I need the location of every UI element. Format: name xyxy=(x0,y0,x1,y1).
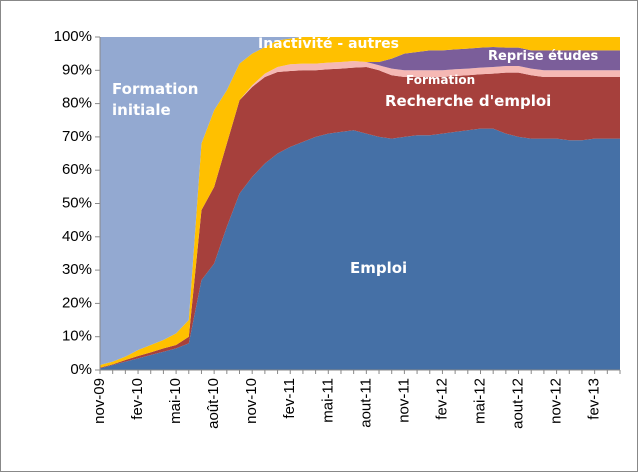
y-tick-label: 60% xyxy=(62,161,92,178)
x-tick-label: aout-12 xyxy=(510,378,527,429)
x-tick-label: août-10 xyxy=(205,378,222,429)
x-tick-label: mai-10 xyxy=(167,378,184,424)
x-tick-label: nov-10 xyxy=(243,378,260,424)
area xyxy=(100,128,620,370)
y-tick-label: 0% xyxy=(70,361,92,378)
series-label: Formation xyxy=(406,73,476,87)
y-tick-label: 90% xyxy=(62,61,92,78)
series-label: Inactivité - autres xyxy=(258,36,399,52)
x-tick-label: mai-11 xyxy=(319,378,336,423)
x-tick-label: fev-11 xyxy=(281,378,298,419)
x-tick-label: nov-09 xyxy=(91,378,108,424)
x-tick-label: nov-11 xyxy=(395,378,412,423)
series-label: Recherche d'emploi xyxy=(385,92,552,110)
series-label: Formation initiale xyxy=(112,80,199,119)
x-tick-label: fev-10 xyxy=(129,378,146,420)
x-tick-label: fev-12 xyxy=(433,378,450,420)
y-tick-label: 40% xyxy=(62,228,92,245)
y-tick-label: 10% xyxy=(62,328,92,345)
y-tick-label: 70% xyxy=(62,128,92,145)
y-tick-label: 80% xyxy=(62,95,92,112)
x-tick-label: mai-12 xyxy=(471,378,488,424)
area xyxy=(100,66,620,369)
y-tick-label: 50% xyxy=(62,194,92,211)
y-tick-label: 100% xyxy=(54,28,92,45)
series-label: Reprise études xyxy=(488,49,599,64)
x-tick-label: fev-13 xyxy=(586,378,603,420)
area xyxy=(100,37,620,365)
x-tick-label: nov-12 xyxy=(548,378,565,424)
y-tick-label: 20% xyxy=(62,294,92,311)
x-tick-label: aout-11 xyxy=(357,378,374,428)
series-label: Emploi xyxy=(350,259,408,277)
y-tick-label: 30% xyxy=(62,261,92,278)
area xyxy=(100,37,620,368)
